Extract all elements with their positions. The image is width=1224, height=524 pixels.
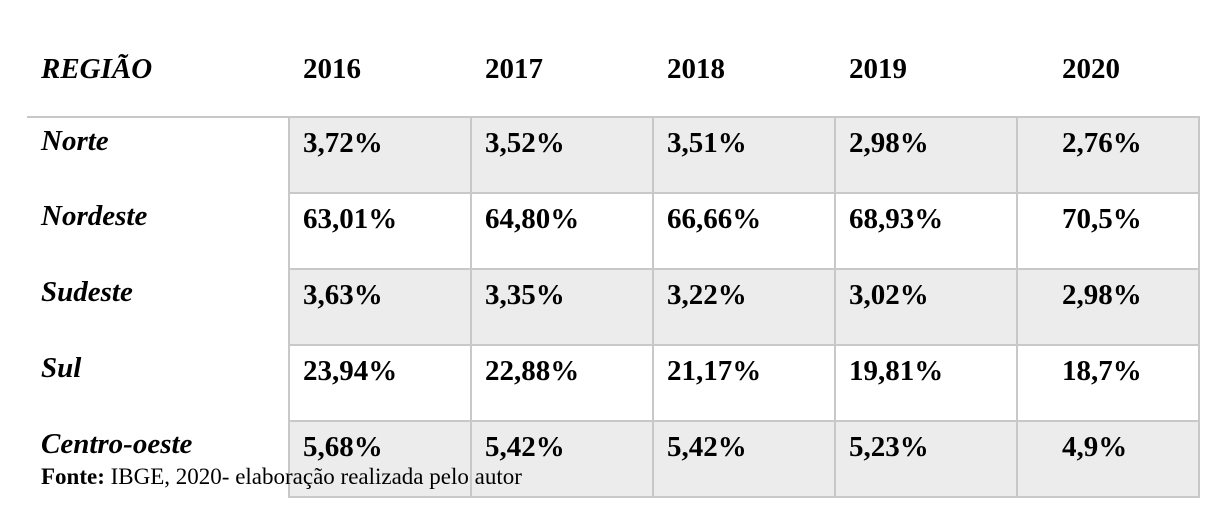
value-cell: 70,5%: [1016, 192, 1200, 270]
value-cell: 3,63%: [288, 268, 472, 346]
value-cell: 2,98%: [834, 116, 1018, 194]
table-row: Norte 3,72% 3,52% 3,51% 2,98% 2,76%: [27, 116, 1200, 194]
table-row: Sudeste 3,63% 3,35% 3,22% 3,02% 2,98%: [27, 268, 1200, 346]
value-cell: 21,17%: [652, 344, 836, 422]
source-text: IBGE, 2020- elaboração realizada pelo au…: [104, 464, 522, 489]
value-cell: 68,93%: [834, 192, 1018, 270]
value-cell: 3,35%: [470, 268, 654, 346]
region-label: Centro-oeste: [41, 428, 193, 460]
table-row: Centro-oeste 5,68% 5,42% 5,42% 5,23% 4,9…: [27, 420, 1200, 498]
table-row: Nordeste 63,01% 64,80% 66,66% 68,93% 70,…: [27, 192, 1200, 270]
value-cell: 64,80%: [470, 192, 654, 270]
value-cell: 3,72%: [288, 116, 472, 194]
header-year-2018: 2018: [667, 53, 725, 85]
header-year-2016: 2016: [303, 53, 361, 85]
value-cell: 5,23%: [834, 420, 1018, 498]
value-cell: 18,7%: [1016, 344, 1200, 422]
header-region: REGIÃO: [41, 53, 153, 85]
value-cell: 5,42%: [470, 420, 654, 498]
value-cell: 3,22%: [652, 268, 836, 346]
value-cell: 5,68%: [288, 420, 472, 498]
region-label: Norte: [27, 116, 289, 193]
region-label: Sul: [41, 352, 82, 384]
table-row: Sul 23,94% 22,88% 21,17% 19,81% 18,7%: [27, 344, 1200, 422]
region-label: Nordeste: [41, 200, 148, 232]
header-year-2019: 2019: [849, 53, 907, 85]
value-cell: 3,51%: [652, 116, 836, 194]
value-cell: 19,81%: [834, 344, 1018, 422]
source-label: Fonte:: [41, 464, 105, 489]
value-cell: 5,42%: [652, 420, 836, 498]
region-table: Norte 3,72% 3,52% 3,51% 2,98% 2,76% Nord…: [27, 116, 1200, 498]
value-cell: 66,66%: [652, 192, 836, 270]
value-cell: 4,9%: [1016, 420, 1200, 498]
value-cell: 63,01%: [288, 192, 472, 270]
value-cell: 3,02%: [834, 268, 1018, 346]
header-year-2017: 2017: [485, 53, 543, 85]
header-year-2020: 2020: [1062, 53, 1120, 85]
value-cell: 23,94%: [288, 344, 472, 422]
region-label: Sudeste: [41, 276, 133, 308]
value-cell: 2,98%: [1016, 268, 1200, 346]
value-cell: 22,88%: [470, 344, 654, 422]
value-cell: 2,76%: [1016, 116, 1200, 194]
source-note: Fonte: IBGE, 2020- elaboração realizada …: [41, 463, 522, 491]
table-header: REGIÃO 2016 2017 2018 2019 2020: [0, 0, 1224, 116]
value-cell: 3,52%: [470, 116, 654, 194]
